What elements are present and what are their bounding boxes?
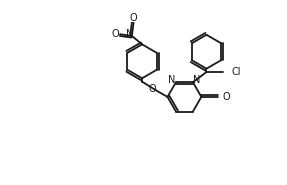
Text: O: O xyxy=(130,13,137,23)
Text: N: N xyxy=(168,75,176,85)
Text: N: N xyxy=(126,29,133,39)
Text: Cl: Cl xyxy=(231,67,241,77)
Text: N: N xyxy=(193,75,200,85)
Text: O: O xyxy=(112,29,119,39)
Text: O: O xyxy=(149,84,156,94)
Text: O: O xyxy=(223,92,230,102)
